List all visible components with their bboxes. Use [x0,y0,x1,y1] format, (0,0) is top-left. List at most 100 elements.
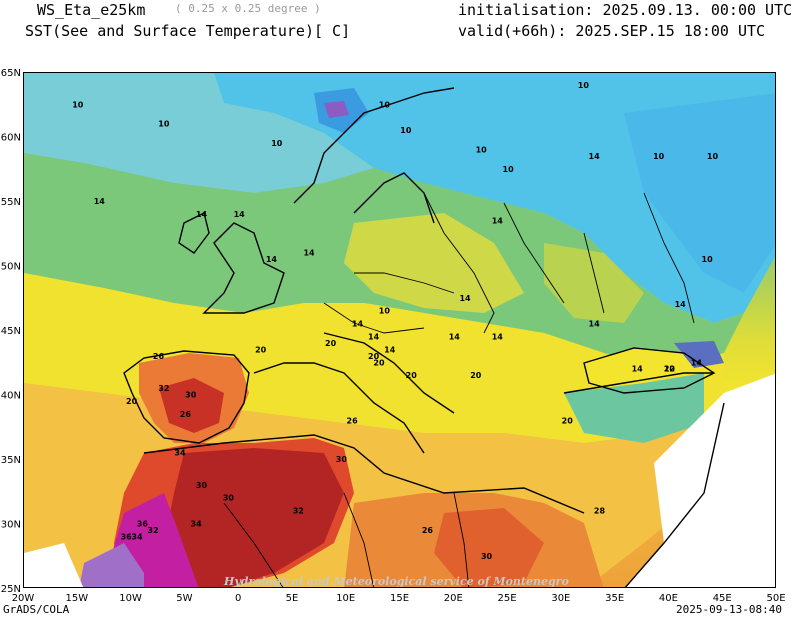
contour-label: 10 [578,81,590,90]
contour-label: 10 [158,120,170,129]
svg-text:10: 10 [271,139,283,148]
lat-tick-label: 65N [1,68,21,79]
svg-text:30: 30 [196,481,208,490]
contour-label: 26 [347,416,359,425]
svg-text:10: 10 [476,145,488,154]
contour-label: 12 [664,365,675,374]
render-timestamp: 2025-09-13-08:40 [676,603,782,616]
contour-label: 26 [153,352,165,361]
svg-text:32: 32 [293,507,304,516]
no-data-sw [24,543,84,587]
contour-label: 14 [94,197,106,206]
svg-text:36: 36 [121,532,133,541]
contour-label: 14 [459,294,471,303]
longitude-labels: 20W 15W 10W 5W 0 5E 10E 15E 20E 25E 30E 35E 40E 45E 50… [12,593,786,604]
nafrica-very-hot [164,448,344,587]
lat-tick-label: 40N [1,391,21,402]
contour-label: 14 [632,365,644,374]
model-title: WS_Eta_e25km [37,1,146,19]
svg-text:36: 36 [137,520,149,529]
contour-label: 14 [266,255,278,264]
contour-label: 14 [449,332,461,341]
svg-text:10: 10 [158,120,170,129]
svg-text:10: 10 [653,152,665,161]
svg-text:20: 20 [325,339,337,348]
contour-label: 32 [148,526,159,535]
svg-text:10: 10 [702,255,714,264]
lat-tick-label: 45N [1,326,21,337]
svg-text:34: 34 [191,520,203,529]
svg-text:32: 32 [148,526,159,535]
coastlines [123,87,725,587]
contour-label: 20 [664,365,676,374]
contour-label: 10 [707,152,719,161]
contour-label: 30 [481,552,493,561]
svg-text:26: 26 [180,410,192,419]
svg-text:14: 14 [196,210,208,219]
contour-label: 14 [589,320,601,329]
contour-label: 26 [422,526,434,535]
lon-tick-label: 20E [444,593,463,604]
lon-tick-label: 35E [605,593,624,604]
initialisation-time: initialisation: 2025.09.13. 00:00 UTC [458,1,793,19]
svg-text:26: 26 [347,416,359,425]
contour-label: 10 [379,307,391,316]
lon-tick-label: 25E [498,593,517,604]
contour-label: 26 [180,410,192,419]
valid-time: valid(+66h): 2025.SEP.15 18:00 UTC [458,22,766,40]
svg-text:10: 10 [400,126,412,135]
sst-map[interactable]: Hydrological and Meteorological service … [23,72,776,588]
lat-tick-label: 55N [1,197,21,208]
contour-label: 10 [653,152,665,161]
lat-tick-label: 50N [1,262,21,273]
contour-label: 20 [126,397,138,406]
lon-tick-label: 15E [390,593,409,604]
cool-atlantic-north [24,73,374,193]
contour-label: 14 [368,332,380,341]
svg-text:14: 14 [675,300,687,309]
svg-text:30: 30 [481,552,493,561]
contour-label: 20 [255,345,267,354]
contour-label: 14 [492,216,504,225]
contour-label: 14 [384,345,396,354]
svg-text:20: 20 [406,371,418,380]
lon-tick-label: 5W [176,593,192,604]
svg-text:10: 10 [72,100,84,109]
svg-text:14: 14 [492,216,504,225]
sst-field-svg: Hydrological and Meteorological service … [24,73,775,588]
svg-text:14: 14 [266,255,278,264]
svg-text:26: 26 [153,352,165,361]
contour-labels: 10 10 10 10 10 10 14 14 14 14 14 10 10 14 10 10 14 10 14 14… [72,81,719,561]
latitude-labels: 25N 30N 35N 40N 45N 50N 55N 60N 65N [1,68,21,595]
svg-text:14: 14 [234,210,246,219]
contour-label: 20 [562,416,574,425]
anatolia-cool [564,373,704,443]
no-data-east [625,373,775,587]
contour-label: 14 [196,210,208,219]
svg-text:20: 20 [470,371,482,380]
lat-tick-label: 60N [1,133,21,144]
lon-tick-label: 30E [551,593,570,604]
contour-label: 36 [137,520,149,529]
svg-text:14: 14 [384,345,396,354]
svg-text:14: 14 [459,294,471,303]
contour-label: 10 [476,145,488,154]
svg-text:14: 14 [589,152,601,161]
contour-label: 10 [400,126,412,135]
svg-text:26: 26 [422,526,434,535]
warm-central-europe [344,213,524,313]
contour-label: 10 [271,139,283,148]
svg-text:30: 30 [336,455,348,464]
nafrica-extreme-west [79,543,144,587]
contour-label: 34 [131,532,143,541]
variable-title: SST(See and Surface Temperature)[ C] [25,22,351,40]
lat-tick-label: 25N [1,584,21,595]
contour-label: 10 [72,100,84,109]
svg-text:14: 14 [94,197,106,206]
caspian-cold [674,341,724,368]
warm-east-europe [544,243,644,323]
lat-tick-label: 35N [1,455,21,466]
watermark: Hydrological and Meteorological service … [223,575,569,588]
contour-label: 20 [325,339,337,348]
iberia-very-hot [159,378,224,433]
